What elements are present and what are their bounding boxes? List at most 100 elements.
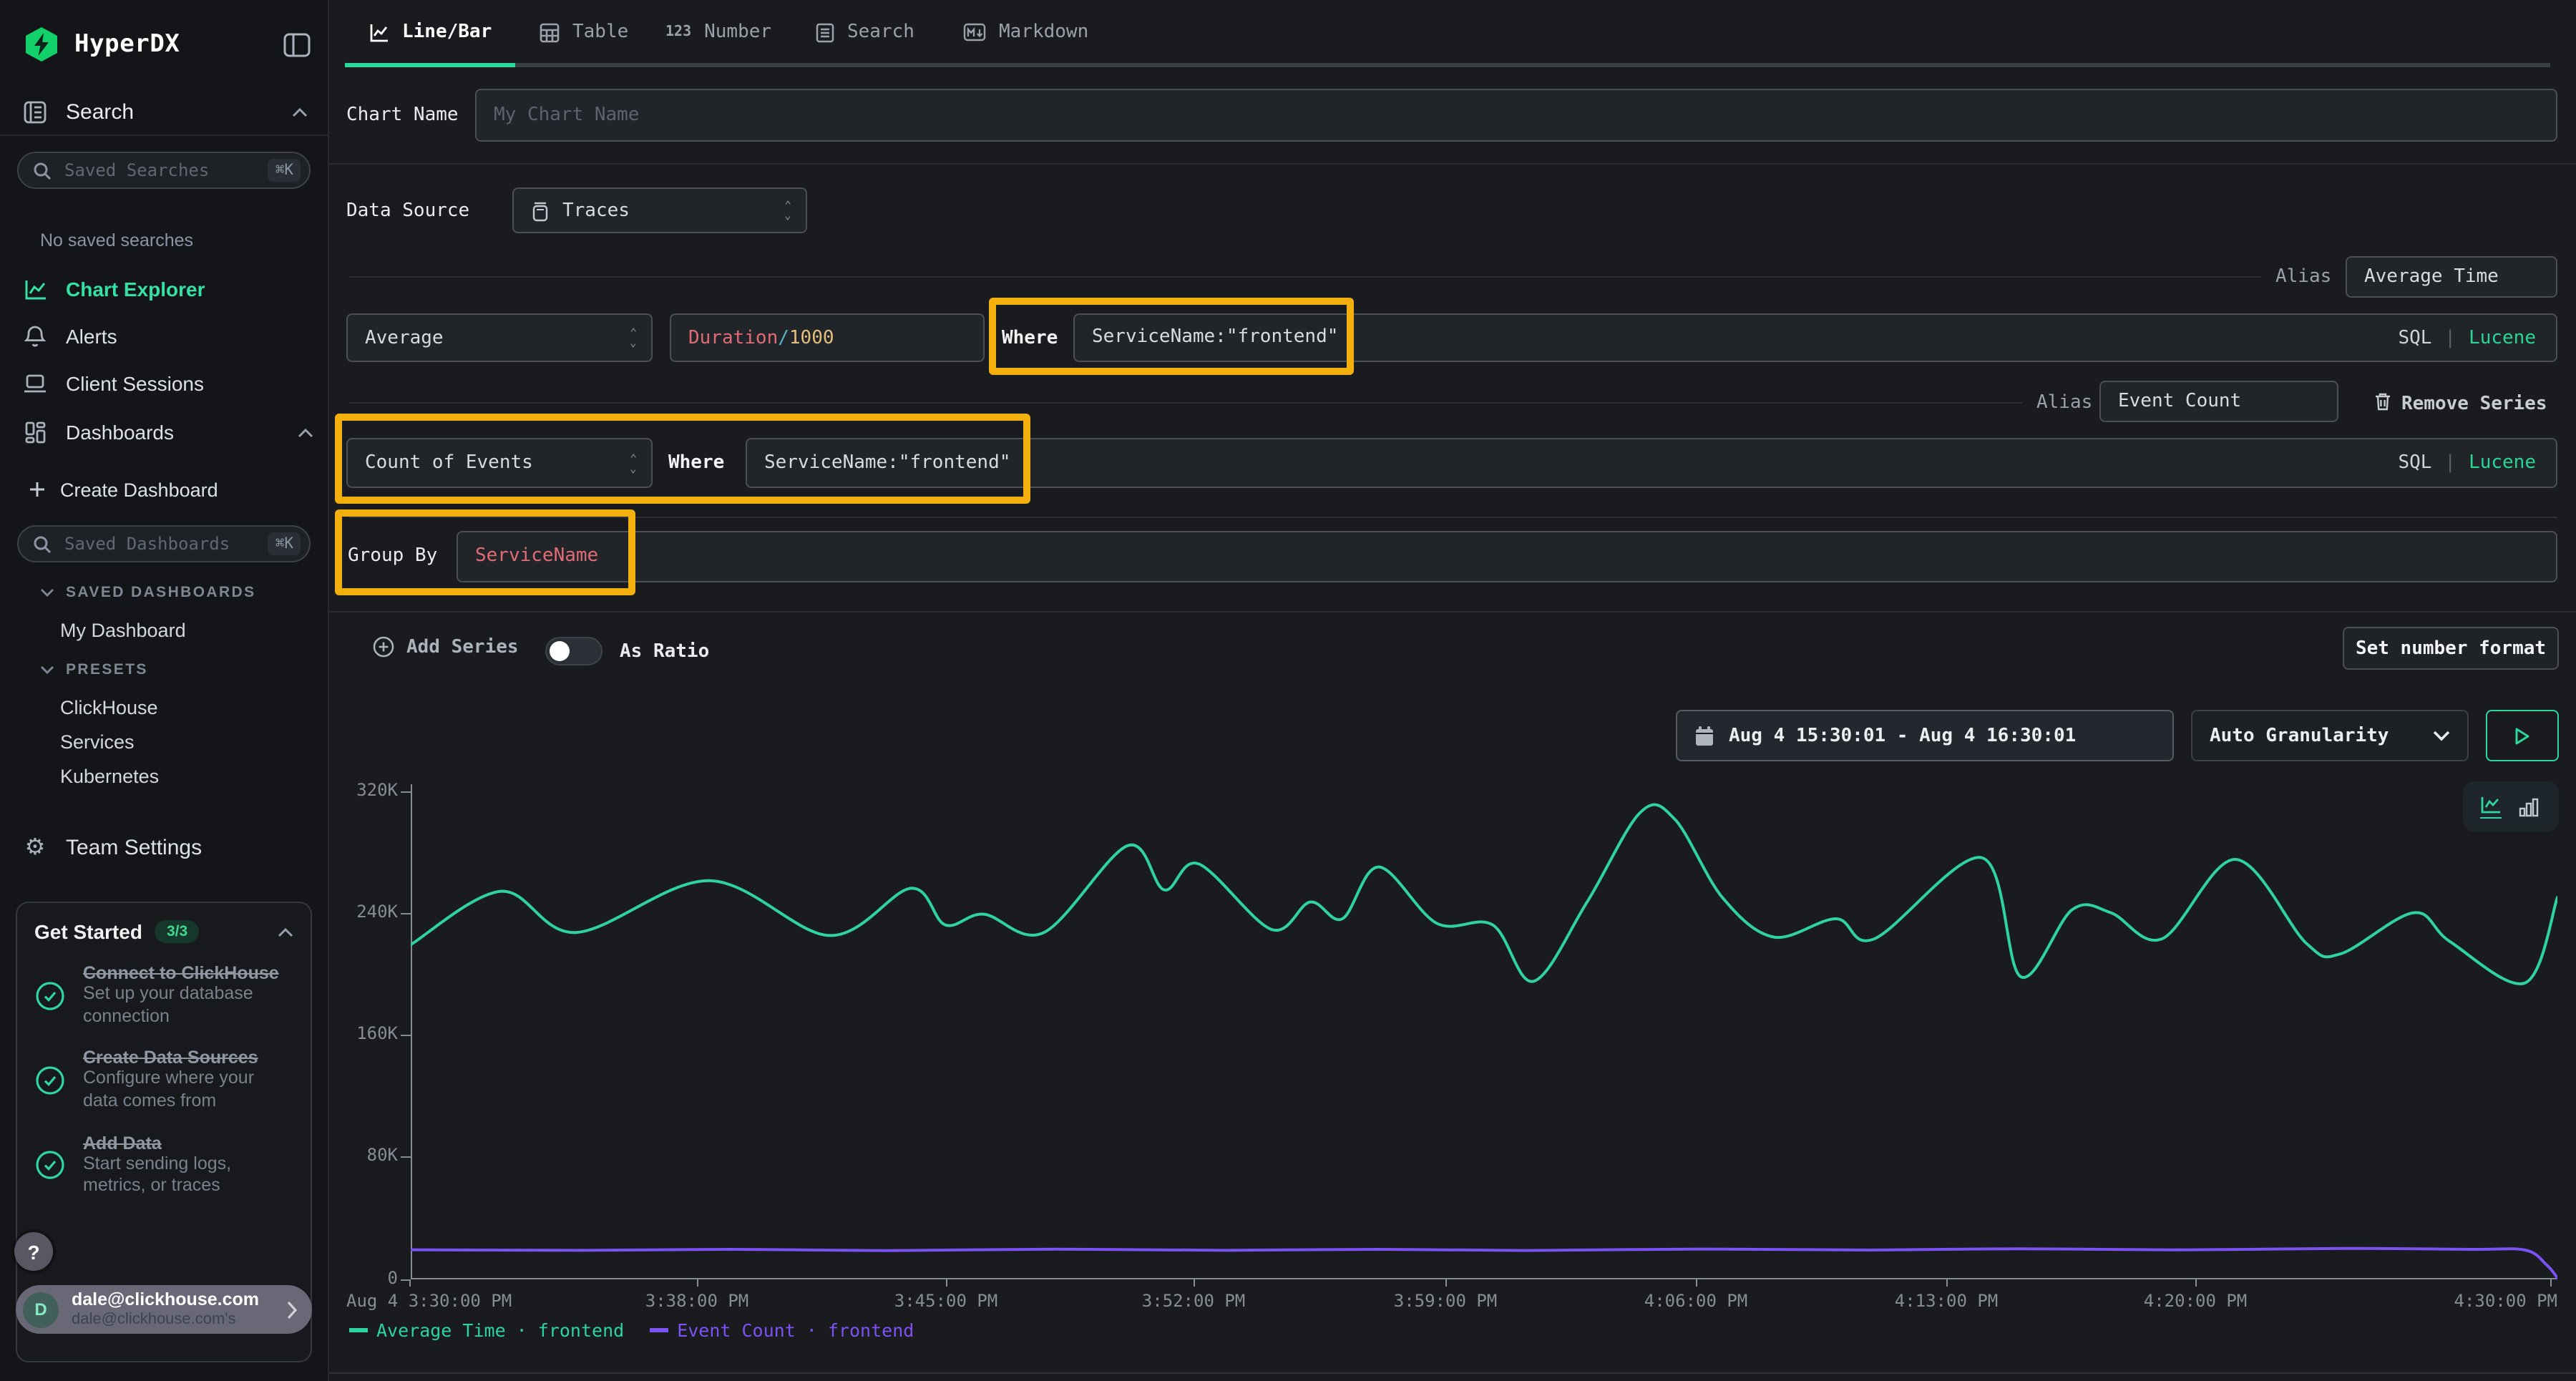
chart-name-input[interactable] bbox=[475, 89, 2557, 142]
legend-item[interactable]: Average Time · frontend bbox=[349, 1319, 624, 1341]
collapse-sidebar-icon[interactable] bbox=[283, 32, 311, 57]
app-root: HyperDX Search ⌘K No saved searches bbox=[0, 0, 2576, 1381]
series1-where-input[interactable]: ServiceName:"frontend" SQL | Lucene bbox=[1073, 313, 2557, 362]
chevron-up-icon[interactable] bbox=[292, 107, 308, 117]
date-range-picker[interactable]: Aug 4 15:30:01 - Aug 4 16:30:01 bbox=[1676, 710, 2174, 761]
group-by-input[interactable]: ServiceName bbox=[457, 531, 2557, 582]
table-icon bbox=[540, 22, 560, 42]
lucene-mode-button[interactable]: Lucene bbox=[2469, 452, 2536, 474]
data-source-value: Traces bbox=[562, 200, 773, 221]
sidebar-section-search[interactable]: Search bbox=[23, 94, 308, 129]
alias-label: Alias bbox=[2036, 392, 2092, 414]
series1-aggregation-select[interactable]: Average ⌃⌃ bbox=[346, 313, 653, 362]
check-circle-icon bbox=[34, 980, 66, 1011]
series-separator bbox=[349, 517, 2557, 518]
series-separator bbox=[349, 402, 2022, 404]
sidebar-item-label: Client Sessions bbox=[66, 372, 204, 395]
field-token-name: Duration bbox=[688, 327, 778, 348]
get-started-item-desc: Configure where your data comes from bbox=[83, 1068, 293, 1113]
series2-alias-input[interactable] bbox=[2099, 381, 2338, 422]
sidebar-item-clickhouse[interactable]: ClickHouse bbox=[60, 697, 158, 718]
run-query-button[interactable] bbox=[2486, 710, 2559, 761]
tab-table[interactable]: Table bbox=[540, 21, 628, 43]
help-button[interactable]: ? bbox=[14, 1232, 53, 1271]
x-tick-mark bbox=[1194, 1279, 1195, 1287]
markdown-icon bbox=[963, 23, 986, 42]
y-tick-label: 160K bbox=[329, 1023, 398, 1043]
check-circle-icon bbox=[34, 1149, 66, 1181]
series1-field-input[interactable]: Duration/1000 bbox=[670, 313, 985, 362]
sidebar-item-my-dashboard[interactable]: My Dashboard bbox=[60, 620, 186, 641]
select-chevrons-icon: ⌃⌃ bbox=[630, 454, 637, 472]
series1-alias-input[interactable] bbox=[2346, 256, 2557, 298]
sidebar-item-dashboards[interactable]: Dashboards bbox=[23, 415, 313, 449]
legend-item[interactable]: Event Count · frontend bbox=[650, 1319, 914, 1341]
as-ratio-toggle[interactable] bbox=[545, 637, 602, 665]
get-started-header[interactable]: Get Started 3/3 bbox=[34, 920, 293, 943]
series-line-1[interactable] bbox=[411, 1249, 2557, 1278]
get-started-item[interactable]: Add Data Start sending logs, metrics, or… bbox=[34, 1133, 293, 1198]
sidebar-item-team-settings[interactable]: ⚙ Team Settings bbox=[23, 830, 313, 864]
search-icon bbox=[33, 535, 52, 553]
get-started-item[interactable]: Create Data Sources Configure where your… bbox=[34, 1048, 293, 1113]
saved-searches-input[interactable] bbox=[62, 159, 268, 182]
tab-label: Markdown bbox=[999, 21, 1088, 43]
set-number-format-button[interactable]: Set number format bbox=[2343, 627, 2559, 670]
remove-series-button[interactable]: Remove Series bbox=[2401, 394, 2547, 415]
sidebar-item-chart-explorer[interactable]: Chart Explorer bbox=[23, 272, 313, 306]
trash-icon[interactable] bbox=[2373, 391, 2393, 412]
user-menu[interactable]: D dale@clickhouse.com dale@clickhouse.co… bbox=[16, 1285, 312, 1334]
bell-icon bbox=[23, 325, 47, 348]
x-tick-mark bbox=[1946, 1279, 1948, 1287]
hyperdx-logo-icon[interactable] bbox=[23, 26, 60, 63]
sql-mode-button[interactable]: SQL bbox=[2398, 327, 2431, 348]
y-tick-mark bbox=[401, 791, 411, 792]
x-tick-label: 3:52:00 PM bbox=[1142, 1291, 1246, 1311]
line-chart-plot[interactable] bbox=[411, 784, 2557, 1279]
dashboards-grid-icon bbox=[23, 421, 47, 444]
section-label: PRESETS bbox=[66, 661, 148, 678]
get-started-item-title: Add Data bbox=[83, 1133, 293, 1153]
get-started-item[interactable]: Connect to ClickHouse Set up your databa… bbox=[34, 963, 293, 1028]
number-123-icon: 123 bbox=[665, 24, 691, 40]
lucene-mode-button[interactable]: Lucene bbox=[2469, 327, 2536, 348]
data-source-select[interactable]: Traces ⌃⌃ bbox=[512, 187, 807, 233]
granularity-select[interactable]: Auto Granularity bbox=[2191, 710, 2469, 761]
tab-line-bar[interactable]: Line/Bar bbox=[369, 21, 492, 43]
saved-dashboards-input[interactable] bbox=[62, 532, 268, 555]
laptop-icon bbox=[23, 374, 47, 394]
chevron-up-icon[interactable] bbox=[298, 427, 313, 437]
tab-search[interactable]: Search bbox=[816, 21, 914, 43]
x-tick-mark bbox=[1445, 1279, 1447, 1287]
create-dashboard-button[interactable]: Create Dashboard bbox=[29, 472, 313, 507]
sidebar-item-alerts[interactable]: Alerts bbox=[23, 319, 313, 353]
saved-dashboards-section[interactable]: SAVED DASHBOARDS bbox=[40, 584, 256, 601]
avatar: D bbox=[23, 1292, 59, 1327]
tab-label: Number bbox=[704, 21, 771, 43]
sidebar-item-kubernetes[interactable]: Kubernetes bbox=[60, 766, 159, 787]
presets-section[interactable]: PRESETS bbox=[40, 661, 148, 678]
select-chevrons-icon: ⌃⌃ bbox=[784, 202, 791, 219]
series-separator bbox=[349, 276, 2261, 278]
add-series-button[interactable]: Add Series bbox=[372, 635, 519, 658]
chart-legend: Average Time · frontend Event Count · fro… bbox=[349, 1319, 914, 1341]
saved-searches-search[interactable]: ⌘K bbox=[17, 152, 311, 189]
series2-where-input[interactable]: ServiceName:"frontend" SQL | Lucene bbox=[746, 438, 2557, 488]
saved-dashboards-search[interactable]: ⌘K bbox=[17, 525, 311, 562]
sql-mode-button[interactable]: SQL bbox=[2398, 452, 2431, 474]
main-panel: Line/Bar Table 123 Number Search bbox=[329, 0, 2576, 1381]
series2-aggregation-select[interactable]: Count of Events ⌃⌃ bbox=[346, 438, 653, 488]
sidebar-item-client-sessions[interactable]: Client Sessions bbox=[23, 366, 313, 401]
sidebar-item-services[interactable]: Services bbox=[60, 731, 135, 753]
chevron-up-icon[interactable] bbox=[278, 927, 293, 937]
tab-label: Line/Bar bbox=[402, 21, 492, 43]
sidebar-divider bbox=[0, 135, 328, 136]
calendar-icon bbox=[1694, 725, 1714, 746]
tab-markdown[interactable]: Markdown bbox=[963, 21, 1088, 43]
tab-number[interactable]: 123 Number bbox=[665, 21, 771, 43]
tab-underline-active bbox=[345, 63, 515, 67]
series2-aggregation-value: Count of Events bbox=[365, 452, 618, 474]
series-line-0[interactable] bbox=[411, 804, 2557, 983]
get-started-item-desc: Set up your database connection bbox=[83, 983, 293, 1028]
toggle-knob bbox=[550, 641, 570, 661]
